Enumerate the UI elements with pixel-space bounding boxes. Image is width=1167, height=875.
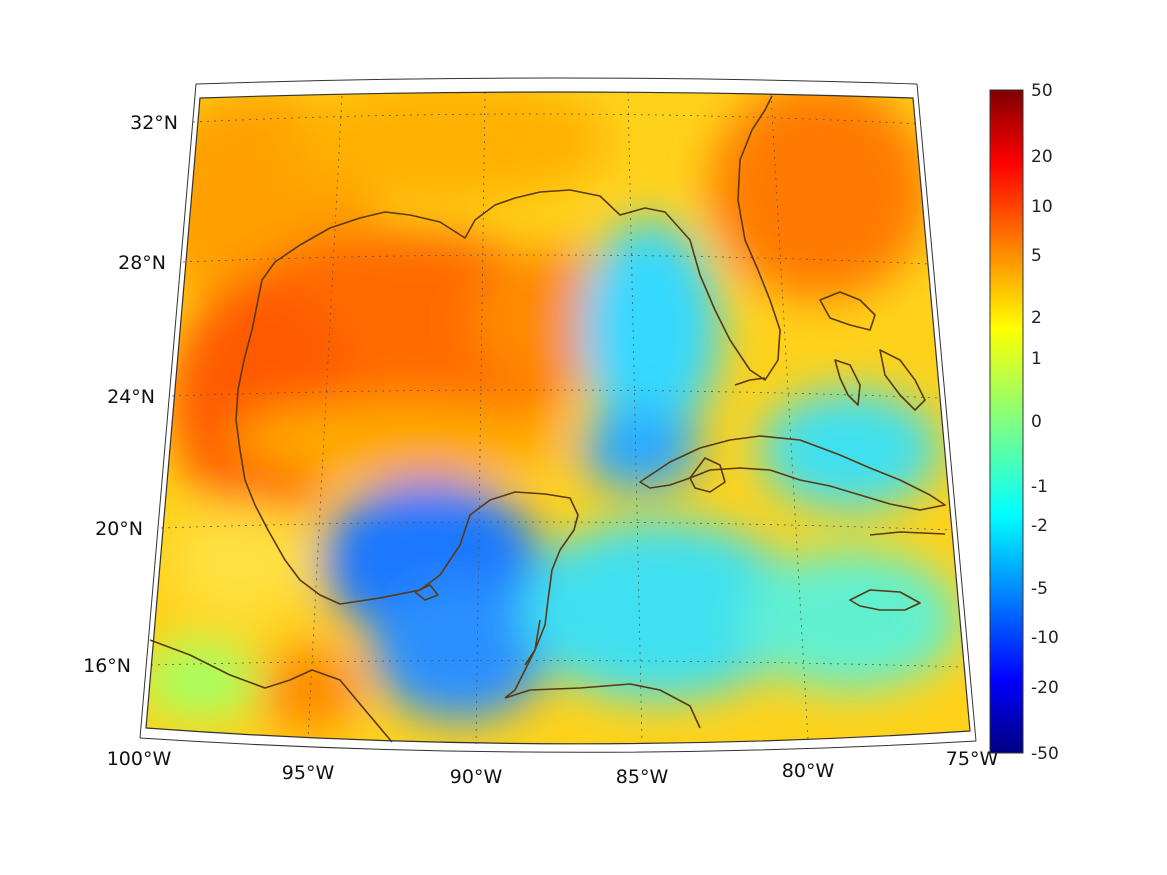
lat-tick-label: 32°N (130, 112, 178, 134)
colorbar-label: 10 (1031, 197, 1053, 217)
colorbar-labels: 50 20 10 5 2 1 0 -1 -2 -5 -10 -20 -50 (1031, 81, 1059, 764)
longitude-tick-labels: 100°W 95°W 90°W 85°W 80°W 75°W (107, 748, 999, 788)
lon-tick-label: 85°W (616, 766, 669, 788)
map-frame-left (139, 83, 197, 739)
lat-tick-label: 28°N (118, 252, 166, 274)
colorbar-label: -2 (1031, 516, 1048, 536)
lon-tick-label: 80°W (782, 760, 835, 782)
map-frame-right (916, 83, 977, 742)
colorbar-gradient (989, 89, 1024, 754)
colorbar-label: -20 (1031, 678, 1059, 698)
lon-tick-label: 100°W (107, 748, 172, 770)
lat-tick-label: 16°N (83, 655, 131, 677)
colorbar-label: 20 (1031, 147, 1053, 167)
colorbar-label: -10 (1031, 628, 1059, 648)
lat-tick-label: 20°N (95, 518, 143, 540)
graticule (150, 91, 964, 745)
colorbar-label: -1 (1031, 477, 1048, 497)
colorbar-label: 2 (1031, 308, 1042, 328)
lon-tick-label: 90°W (450, 766, 503, 788)
colorbar-label: 50 (1031, 81, 1053, 101)
colorbar-label: 1 (1031, 349, 1042, 369)
colorbar-label: -50 (1031, 744, 1059, 764)
coastline (149, 95, 946, 743)
colorbar-label: -5 (1031, 579, 1048, 599)
colorbar-label: 5 (1031, 246, 1042, 266)
lon-tick-label: 95°W (282, 762, 335, 784)
map-frame-top (195, 77, 918, 85)
lat-tick-label: 24°N (107, 386, 155, 408)
map-frame (145, 91, 971, 745)
colorbar: 50 20 10 5 2 1 0 -1 -2 -5 -10 -20 -50 (989, 81, 1059, 764)
colorbar-label: 0 (1031, 412, 1042, 432)
map-frame-bottom (139, 737, 977, 753)
latitude-tick-labels: 32°N 28°N 24°N 20°N 16°N (83, 112, 178, 677)
data-field (146, 92, 970, 744)
lon-tick-label: 75°W (946, 748, 999, 770)
